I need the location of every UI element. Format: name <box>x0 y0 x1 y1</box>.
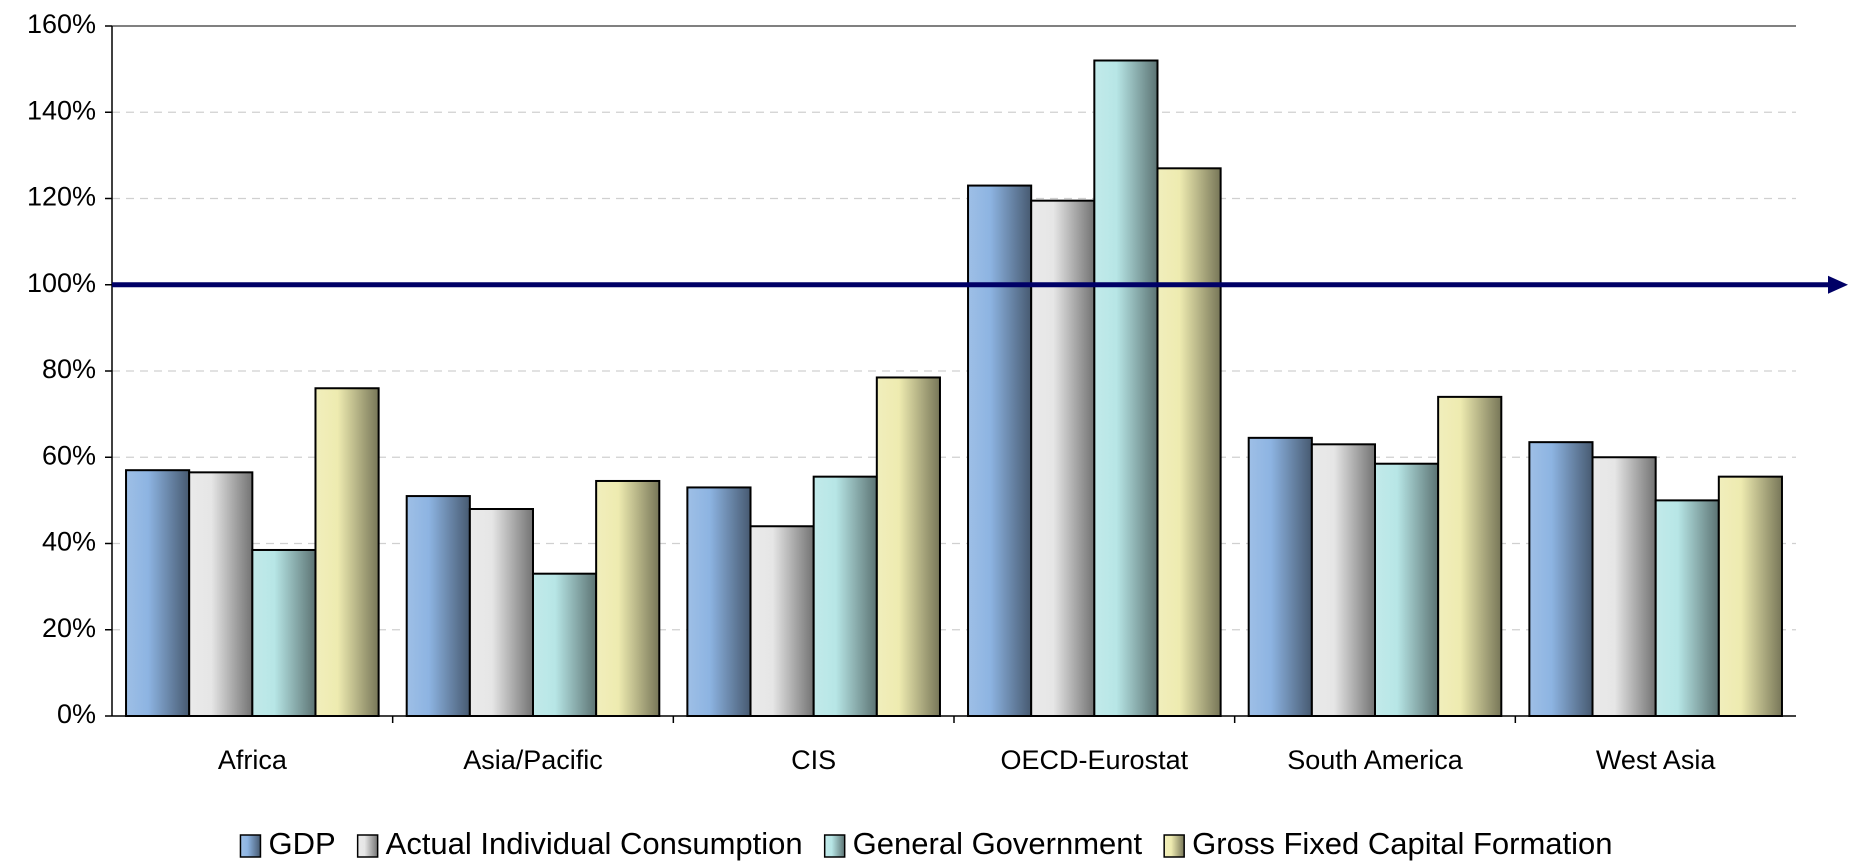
x-tick-label: OECD-Eurostat <box>1001 745 1189 775</box>
y-tick-label: 20% <box>42 613 96 643</box>
bar <box>188 471 254 717</box>
bar <box>1374 462 1440 717</box>
bar <box>686 486 752 717</box>
bar <box>1717 475 1783 717</box>
bar <box>314 387 380 717</box>
y-tick-label: 80% <box>42 354 96 384</box>
bar <box>595 479 661 717</box>
legend-label: GDP <box>268 826 335 861</box>
bar <box>875 376 941 717</box>
x-tick-label: Africa <box>218 745 288 775</box>
x-tick-label: Asia/Pacific <box>463 745 603 775</box>
bar <box>125 469 191 717</box>
y-tick-label: 160% <box>27 9 96 39</box>
bar <box>1528 441 1594 717</box>
bar <box>1310 443 1376 717</box>
x-tick-label: South America <box>1287 745 1464 775</box>
bar <box>1156 167 1222 717</box>
bar <box>251 548 317 717</box>
legend-label: General Government <box>853 826 1143 861</box>
bar <box>1247 436 1313 717</box>
y-tick-label: 0% <box>57 699 96 729</box>
legend-swatch <box>356 834 379 858</box>
bar <box>405 495 471 717</box>
bar <box>1437 395 1503 717</box>
x-tick-label: CIS <box>791 745 836 775</box>
legend-label: Gross Fixed Capital Formation <box>1192 826 1612 861</box>
bar <box>532 572 598 717</box>
y-tick-label: 100% <box>27 268 96 298</box>
bar <box>1093 59 1159 717</box>
bar <box>1654 499 1720 717</box>
y-tick-label: 120% <box>27 182 96 212</box>
reference-arrow <box>1828 275 1848 294</box>
y-tick-label: 60% <box>42 440 96 470</box>
bar <box>812 475 878 717</box>
legend-swatch <box>823 834 846 858</box>
legend-swatch <box>239 834 262 858</box>
bar <box>468 508 535 717</box>
y-tick-label: 40% <box>42 527 96 557</box>
bar <box>967 184 1033 717</box>
x-tick-label: West Asia <box>1596 745 1717 775</box>
legend-swatch <box>1163 834 1185 858</box>
y-tick-label: 140% <box>27 95 96 125</box>
bar <box>1030 199 1096 717</box>
legend-label: Actual Individual Consumption <box>386 826 803 861</box>
bar <box>749 525 815 717</box>
bar <box>1591 456 1657 717</box>
